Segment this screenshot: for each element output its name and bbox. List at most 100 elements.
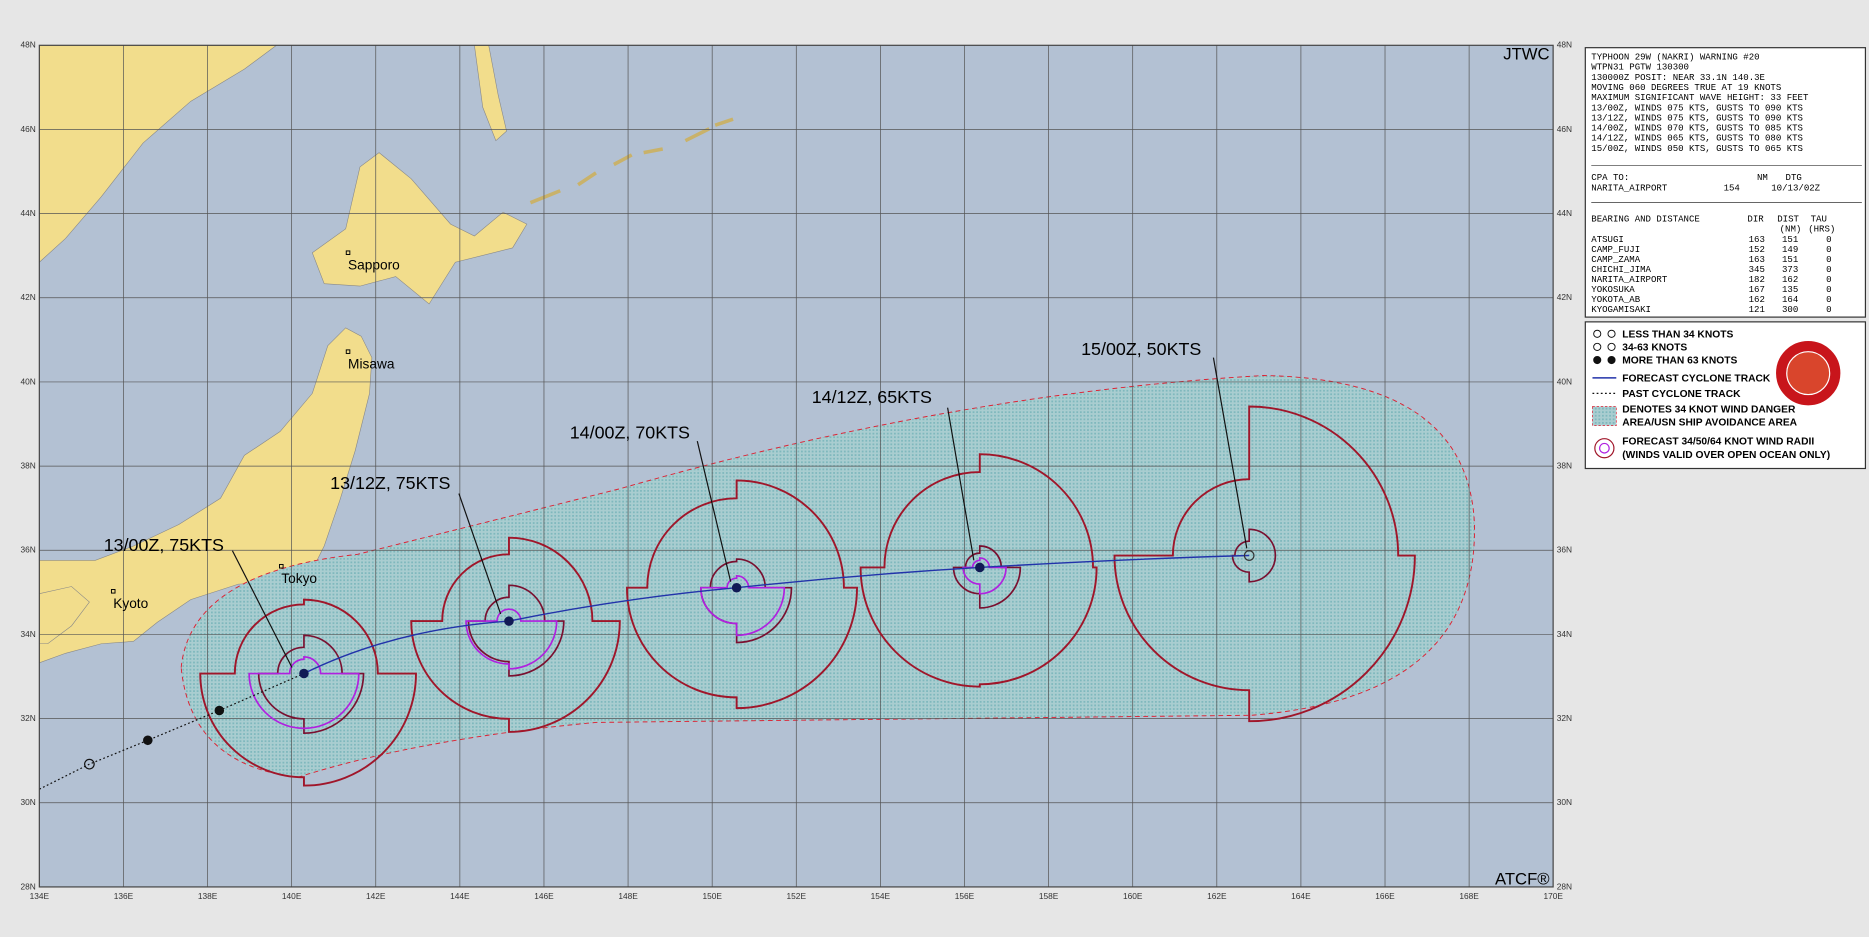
past-position (84, 758, 95, 770)
credit: ATCF® (1495, 870, 1550, 889)
lon-label: 162E (1207, 891, 1227, 901)
bearing-cell: ATSUGI (1591, 234, 1624, 245)
forecast-position (731, 582, 742, 593)
lat-label: 48N (20, 40, 35, 50)
city-label: Tokyo (281, 571, 317, 586)
warning-line: MOVING 060 DEGREES TRUE AT 19 KNOTS (1591, 82, 1781, 93)
legend-symbol (1607, 355, 1616, 365)
legend-symbol (1607, 342, 1616, 351)
lat-label: 42N (20, 292, 35, 302)
cpa-cell: 154 (1724, 183, 1740, 194)
bearing-cell: 135 (1782, 284, 1798, 295)
map-frame (38, 44, 1554, 888)
lat-label: 40N (20, 376, 35, 386)
lon-label: 150E (702, 891, 722, 901)
wind-radii-34kt (1113, 405, 1416, 723)
bearing-cell: NARITA_AIRPORT (1591, 274, 1668, 285)
bearing-cell: KYOGAMISAKI (1591, 304, 1651, 315)
lat-label: 44N (1557, 208, 1572, 218)
bearing-subheader: (HRS) (1808, 223, 1835, 234)
mainland (39, 45, 278, 263)
leader-line (231, 550, 293, 668)
bearing-cell: 121 (1749, 304, 1765, 315)
cpa-header: CPA TO: (1591, 172, 1629, 183)
bearing-cell: 162 (1749, 294, 1765, 305)
lon-label: 152E (787, 891, 807, 901)
warning-line: 14/12Z, WINDS 065 KTS, GUSTS TO 080 KTS (1591, 133, 1803, 144)
legend-label: MORE THAN 63 KNOTS (1622, 356, 1737, 367)
forecast-label: 13/00Z, 75KTS (104, 535, 224, 555)
bearing-cell: 0 (1826, 234, 1831, 245)
wind-radii-50kt (952, 545, 1022, 609)
past-position (143, 735, 153, 746)
warning-line: TYPHOON 29W (NAKRI) WARNING #20 (1591, 52, 1759, 63)
bearing-cell: 0 (1826, 254, 1831, 265)
danger-area (180, 375, 1475, 778)
warning-line: WTPN31 PGTW 130300 (1591, 62, 1689, 73)
bearing-subheader: (NM) (1780, 223, 1802, 234)
lat-label: 34N (1557, 629, 1572, 639)
bearing-cell: 0 (1826, 294, 1831, 305)
legend-symbol (1593, 355, 1602, 365)
cpa-cell: NARITA_AIRPORT (1591, 183, 1668, 194)
lat-label: 48N (1557, 40, 1572, 50)
lat-label: 38N (20, 460, 35, 470)
bearing-header: DIR (1747, 214, 1764, 225)
lon-label: 160E (1123, 891, 1143, 901)
kuril-islands (529, 117, 734, 205)
bearing-header: BEARING AND DISTANCE (1591, 214, 1700, 225)
bearing-cell: 0 (1826, 274, 1831, 285)
cpa-header: NM (1757, 172, 1768, 183)
lon-label: 164E (1291, 891, 1311, 901)
leader-line (947, 407, 975, 561)
lon-label: 148E (618, 891, 638, 901)
warning-line: 13/12Z, WINDS 075 KTS, GUSTS TO 090 KTS (1591, 112, 1803, 123)
lat-label: 30N (20, 797, 35, 807)
lon-label: 154E (871, 891, 891, 901)
bearing-cell: 163 (1749, 254, 1765, 265)
forecast-label: 13/12Z, 75KTS (330, 473, 450, 493)
lon-label: 142E (366, 891, 386, 901)
lat-label: 36N (20, 545, 35, 555)
hokkaido (311, 152, 528, 305)
lon-label: 166E (1375, 891, 1395, 901)
city-label: Sapporo (348, 257, 400, 272)
cpa-header: DTG (1786, 172, 1802, 183)
agency: JTWC (1503, 45, 1549, 64)
cpa-cell: 10/13/02Z (1771, 183, 1820, 194)
bearing-cell: 162 (1782, 274, 1798, 285)
lon-label: 134E (30, 891, 50, 901)
legend-radii (1594, 438, 1615, 459)
lat-label: 44N (20, 208, 35, 218)
map-layer: Sapporo Misawa Tokyo Kyoto (39, 45, 1554, 887)
bearing-cell: 182 (1749, 274, 1765, 285)
bearing-header: DIST (1777, 214, 1799, 225)
wind-radii-64kt (700, 574, 786, 637)
kyushu (39, 586, 90, 645)
lon-label: 136E (114, 891, 134, 901)
lat-label: 46N (1557, 124, 1572, 134)
warning-line: MAXIMUM SIGNIFICANT WAVE HEIGHT: 33 FEET (1591, 92, 1809, 103)
warning-line: 15/00Z, WINDS 050 KTS, GUSTS TO 065 KTS (1591, 143, 1803, 154)
lat-label: 28N (20, 881, 35, 891)
lat-label: 32N (1557, 713, 1572, 723)
lon-label: 168E (1459, 891, 1479, 901)
wind-radii-50kt (700, 558, 793, 644)
city-marker (345, 349, 351, 354)
lon-label: 144E (450, 891, 470, 901)
city-label: Misawa (348, 356, 395, 371)
lon-label: 170E (1543, 891, 1563, 901)
legend-label: 34-63 KNOTS (1622, 342, 1687, 353)
wind-radii-34kt (859, 453, 1098, 688)
lon-label: 146E (534, 891, 554, 901)
legend-symbol (1593, 329, 1602, 338)
bearing-header: TAU (1811, 214, 1827, 225)
city-label: Kyoto (113, 596, 148, 611)
bearing-cell: 151 (1782, 234, 1798, 245)
wind-radii-34kt (410, 536, 621, 733)
bearing-cell: 0 (1826, 304, 1831, 315)
wind-radii-50kt (1231, 528, 1277, 583)
wind-radii-64kt (248, 656, 360, 730)
